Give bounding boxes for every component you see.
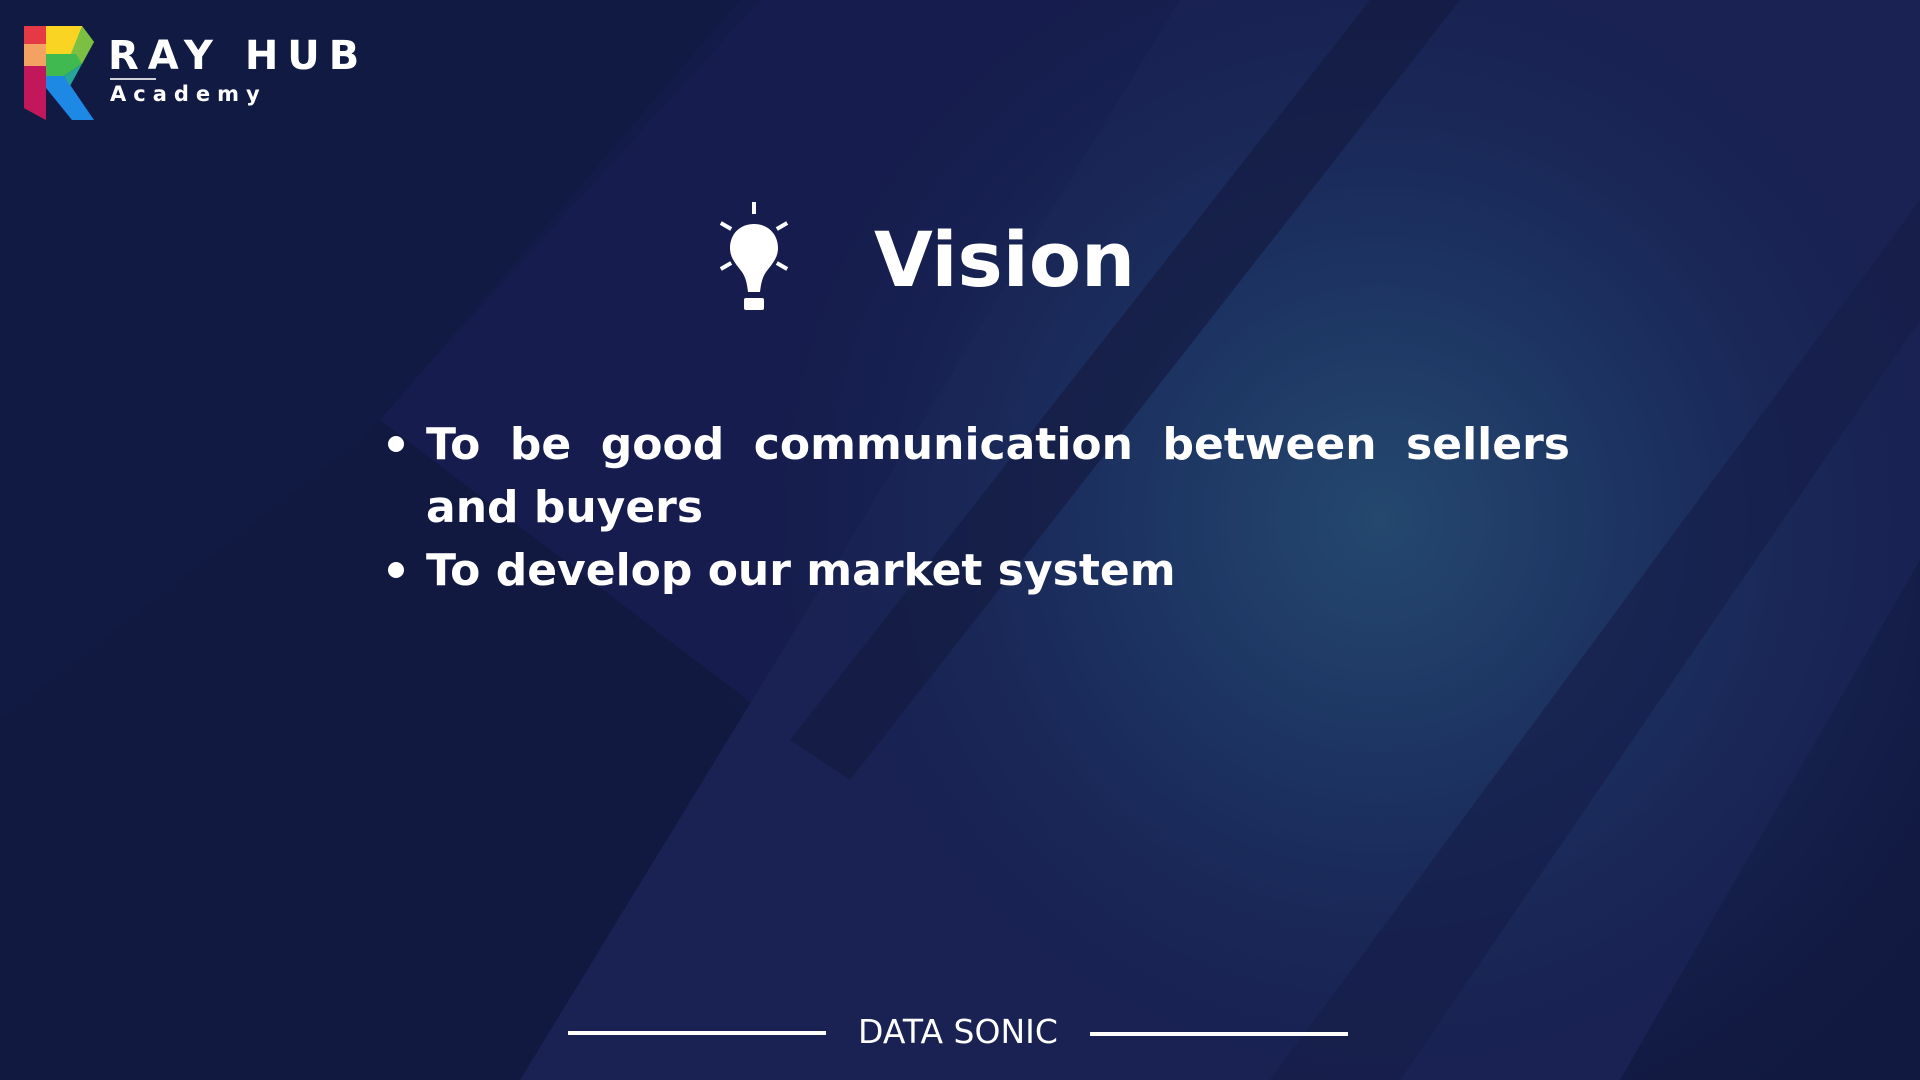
footer-label: DATA SONIC xyxy=(858,1012,1058,1051)
list-item-text: To develop our market system xyxy=(426,545,1176,596)
vision-bullet-list: To be good communication between sellers… xyxy=(384,413,1570,602)
logo-divider xyxy=(110,78,156,80)
logo-subtitle: Academy xyxy=(110,82,267,106)
footer-line-right xyxy=(1090,1032,1348,1036)
lightbulb-icon xyxy=(719,202,789,310)
logo-title: RAY HUB xyxy=(108,33,369,79)
bullet-dot-icon xyxy=(388,562,404,578)
page-title: Vision xyxy=(874,215,1136,304)
logo: RAY HUB Academy xyxy=(24,26,359,122)
logo-r-mark-icon xyxy=(24,26,94,120)
list-item: To be good communication between sellers… xyxy=(384,413,1570,539)
bullet-dot-icon xyxy=(388,436,404,452)
list-item: To develop our market system xyxy=(384,539,1570,602)
footer-line-left xyxy=(568,1031,826,1035)
footer: DATA SONIC xyxy=(568,1010,1348,1054)
list-item-text: To be good communication between sellers… xyxy=(426,419,1570,533)
slide-heading: Vision xyxy=(706,190,1135,320)
